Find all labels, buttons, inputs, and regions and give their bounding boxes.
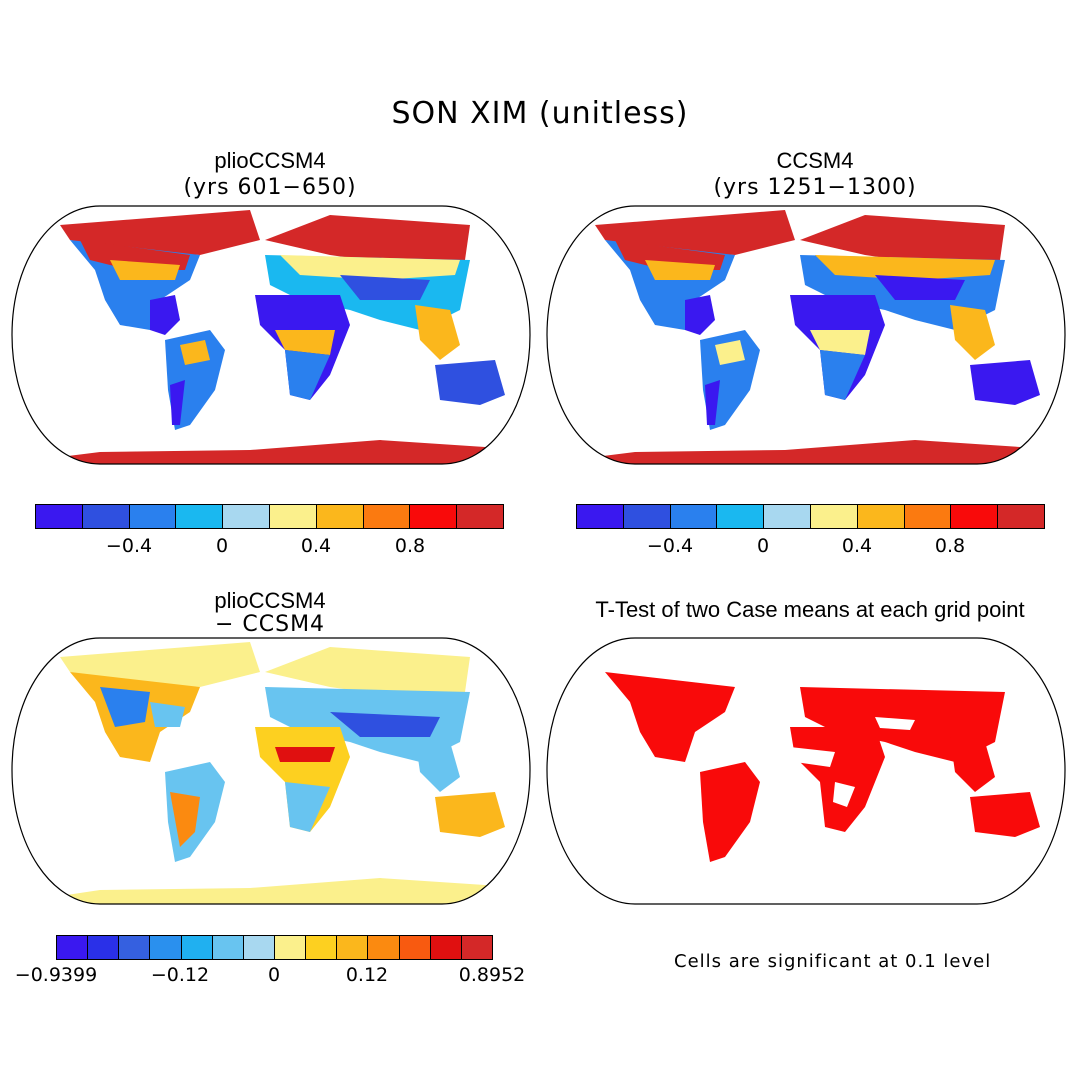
cbar2-tick: 0.8 — [934, 535, 966, 557]
cbar3-tick: 0.12 — [345, 964, 389, 986]
colorbar-ccsm4 — [576, 504, 1045, 529]
cbar2-tick: 0 — [756, 535, 770, 557]
colorbar-swatch — [904, 505, 952, 528]
map-ttest — [546, 637, 1066, 905]
colorbar-swatch — [577, 505, 624, 528]
colorbar-swatch — [399, 936, 431, 959]
map-plio — [11, 205, 531, 465]
colorbar-swatch — [212, 936, 244, 959]
colorbar-swatch — [951, 505, 999, 528]
colorbar-swatch — [717, 505, 765, 528]
map-difference — [11, 637, 531, 905]
colorbar-swatch — [461, 936, 492, 959]
colorbar-swatch — [243, 936, 275, 959]
cbar1-tick: −0.4 — [105, 535, 153, 557]
map-ccsm4 — [546, 205, 1066, 465]
panel3-subtitle: − CCSM4 — [214, 612, 326, 637]
colorbar-swatch — [430, 936, 462, 959]
colorbar-swatch — [810, 505, 858, 528]
colorbar-swatch — [269, 505, 317, 528]
colorbar-swatch — [129, 505, 177, 528]
colorbar-swatch — [57, 936, 89, 959]
colorbar-swatch — [150, 936, 182, 959]
colorbar-swatch — [623, 505, 671, 528]
cbar1-tick: 0 — [215, 535, 229, 557]
colorbar-swatch — [82, 505, 130, 528]
cbar2-tick: 0.4 — [841, 535, 873, 557]
colorbar-swatch — [998, 505, 1044, 528]
panel2-title: CCSM4 — [776, 148, 854, 173]
colorbar-swatch — [36, 505, 83, 528]
figure-title: SON XIM (unitless) — [391, 96, 689, 131]
significance-note: Cells are significant at 0.1 level — [674, 951, 992, 972]
cbar1-tick: 0.4 — [300, 535, 332, 557]
panel1-title: plioCCSM4 — [214, 148, 326, 173]
cbar3-tick: −0.9399 — [14, 964, 98, 986]
cbar3-tick: 0 — [267, 964, 281, 986]
colorbar-swatch — [119, 936, 151, 959]
colorbar-swatch — [337, 936, 369, 959]
panel2-subtitle: (yrs 1251−1300) — [713, 175, 917, 200]
colorbar-swatch — [670, 505, 718, 528]
colorbar-swatch — [274, 936, 307, 959]
cbar3-tick: −0.12 — [150, 964, 210, 986]
colorbar-swatch — [223, 505, 270, 528]
panel4-title: T-Test of two Case means at each grid po… — [595, 597, 1025, 622]
colorbar-swatch — [181, 936, 213, 959]
colorbar-plio — [35, 504, 504, 529]
colorbar-swatch — [857, 505, 905, 528]
colorbar-swatch — [368, 936, 400, 959]
colorbar-swatch — [363, 505, 411, 528]
colorbar-swatch — [176, 505, 224, 528]
colorbar-swatch — [306, 936, 338, 959]
colorbar-swatch — [88, 936, 120, 959]
colorbar-swatch — [457, 505, 503, 528]
panel3-title: plioCCSM4 — [214, 588, 326, 613]
colorbar-difference — [56, 935, 493, 960]
colorbar-swatch — [764, 505, 811, 528]
panel1-subtitle: (yrs 601−650) — [183, 175, 357, 200]
cbar2-tick: −0.4 — [646, 535, 694, 557]
cbar1-tick: 0.8 — [394, 535, 426, 557]
colorbar-swatch — [316, 505, 364, 528]
cbar3-tick: 0.8952 — [458, 964, 526, 986]
colorbar-swatch — [410, 505, 458, 528]
